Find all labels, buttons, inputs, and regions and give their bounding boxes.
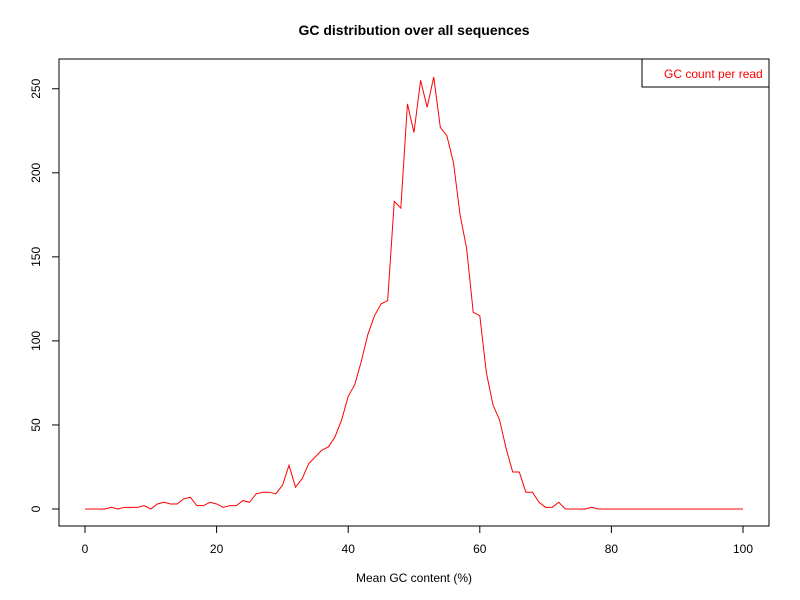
legend-box	[641, 58, 770, 88]
x-tick-label-20: 20	[210, 542, 224, 556]
chart-title: GC distribution over all sequences	[298, 22, 529, 38]
y-axis: 0 50 100 150 200 250	[29, 78, 59, 512]
y-tick-label-200: 200	[29, 162, 43, 182]
gc-count-series-line	[85, 76, 743, 510]
y-tick-label-250: 250	[29, 78, 43, 98]
x-tick-label-0: 0	[82, 542, 89, 556]
y-tick-label-150: 150	[29, 247, 43, 267]
legend-entry-gc-count: GC count per read	[664, 67, 763, 81]
y-tick-label-50: 50	[29, 418, 43, 432]
x-tick-label-80: 80	[605, 542, 619, 556]
y-tick-label-0: 0	[29, 505, 43, 512]
legend: GC count per read	[641, 58, 770, 88]
x-tick-label-100: 100	[733, 542, 753, 556]
x-axis-label: Mean GC content (%)	[356, 571, 472, 585]
plot-frame	[58, 58, 770, 527]
x-tick-label-60: 60	[473, 542, 487, 556]
x-axis: 0 20 40 60 80 100	[82, 526, 753, 556]
x-tick-label-40: 40	[342, 542, 356, 556]
y-tick-label-100: 100	[29, 331, 43, 351]
